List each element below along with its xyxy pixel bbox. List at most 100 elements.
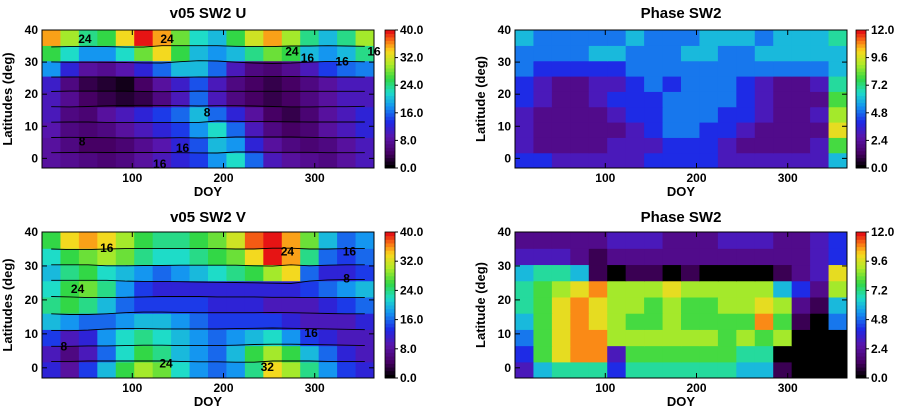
heatmap-cell	[551, 280, 571, 298]
y-tick-label: 30	[498, 259, 512, 273]
x-axis-label: DOY	[667, 184, 696, 199]
heatmap-cell	[570, 30, 590, 46]
heatmap-cell	[533, 152, 553, 168]
heatmap-cell	[625, 345, 645, 363]
heatmap-cell	[644, 296, 664, 314]
heatmap-cell	[60, 361, 80, 378]
heatmap-cell	[244, 280, 264, 298]
colorbar-step	[385, 359, 395, 364]
heatmap-cell	[754, 30, 774, 46]
heatmap-cell	[681, 45, 701, 62]
colorbar-step	[385, 326, 395, 332]
heatmap-cell	[588, 280, 608, 298]
heatmap-cell	[791, 122, 811, 138]
colorbar-tick-label: 7.2	[871, 283, 888, 297]
heatmap-cell	[226, 313, 246, 330]
heatmap-cell	[115, 296, 135, 314]
panel-3: 16 24 24 16 8 16 24 32 8 v05 SW2 V 100 200 300 DOY 0 10…	[0, 209, 424, 409]
colorbar-tick-label: 0.0	[400, 161, 417, 175]
heatmap-cell	[134, 313, 154, 330]
heatmap-cell	[791, 280, 811, 298]
heatmap-cell	[736, 60, 756, 77]
colorbar-step	[856, 246, 866, 251]
heatmap-cell	[244, 91, 264, 108]
colorbar-step	[385, 81, 395, 86]
contour-line	[51, 327, 365, 332]
heatmap-cell	[736, 280, 756, 298]
heatmap-cell	[281, 76, 301, 92]
heatmap-cell	[134, 361, 154, 378]
heatmap-cell	[828, 248, 847, 266]
heatmap-cell	[115, 232, 135, 249]
heatmap-cell	[171, 345, 191, 363]
colorbar-tick-label: 12.0	[871, 23, 895, 37]
heatmap-cell	[791, 345, 811, 363]
heatmap-cell	[828, 152, 847, 168]
heatmap-cell	[717, 122, 737, 138]
heatmap-cell	[551, 345, 571, 363]
heatmap-cell	[337, 76, 357, 92]
heatmap-cell	[97, 122, 117, 138]
heatmap-cell	[134, 91, 154, 108]
heatmap-cell	[644, 30, 664, 46]
y-axis-label: Latitude (deg)	[473, 262, 488, 348]
colorbar-step	[856, 367, 866, 372]
heatmap-cell	[662, 122, 682, 138]
heatmap-cell	[300, 152, 320, 168]
colorbar-step	[856, 99, 866, 103]
heatmap-cell	[828, 30, 847, 46]
x-tick-label: 300	[778, 381, 798, 395]
contour-label: 8	[79, 134, 86, 148]
heatmap-cell	[281, 152, 301, 168]
y-tick-label: 10	[25, 119, 39, 133]
heatmap-cell	[208, 60, 228, 77]
heatmap-cell	[244, 313, 264, 330]
heatmap-cell	[515, 345, 535, 363]
heatmap-cell	[717, 296, 737, 314]
heatmap-cell	[515, 106, 535, 123]
colorbar-tick-label: 24.0	[400, 283, 424, 297]
heatmap-cell	[533, 137, 553, 154]
contour-line	[51, 75, 365, 78]
y-tick-label: 10	[25, 327, 39, 341]
heatmap-cell	[97, 280, 117, 298]
colorbar-step	[385, 88, 395, 93]
heatmap-cell	[662, 313, 682, 330]
heatmap-cell	[773, 361, 793, 378]
heatmap-cell	[699, 280, 719, 298]
colorbar-step	[385, 323, 395, 328]
contour-label: 24	[159, 357, 173, 371]
contour-line	[51, 247, 365, 251]
heatmap-cell	[754, 60, 774, 77]
heatmap-cell	[355, 232, 374, 249]
colorbar-step	[856, 319, 866, 324]
colorbar-step	[385, 370, 395, 375]
heatmap-cell	[115, 91, 135, 108]
colorbar-step	[385, 283, 395, 288]
heatmap-cell	[115, 345, 135, 363]
contour-label: 16	[304, 326, 318, 340]
heatmap-cell	[662, 248, 682, 266]
heatmap-cell	[736, 264, 756, 282]
heatmap-cell	[625, 91, 645, 108]
heatmap-cell	[152, 232, 172, 249]
colorbar-step	[856, 74, 866, 79]
heatmap-cell	[281, 264, 301, 282]
heatmap-cell	[300, 60, 320, 77]
heatmap-cell	[60, 152, 80, 168]
heatmap-cell	[810, 106, 830, 123]
heatmap-cell	[551, 91, 571, 108]
colorbar-step	[856, 337, 866, 342]
heatmap-cell	[60, 91, 80, 108]
heatmap-cell	[337, 232, 357, 249]
heatmap-cell	[300, 30, 320, 46]
colorbar-step	[385, 352, 395, 357]
colorbar-frame	[855, 29, 867, 169]
heatmap-cell	[515, 152, 535, 168]
heatmap-cell	[717, 361, 737, 378]
heatmap-cell	[152, 280, 172, 298]
y-tick-label: 20	[498, 87, 512, 101]
y-tick-label: 20	[25, 87, 39, 101]
heatmap-cell	[281, 313, 301, 330]
heatmap-cell	[699, 76, 719, 92]
